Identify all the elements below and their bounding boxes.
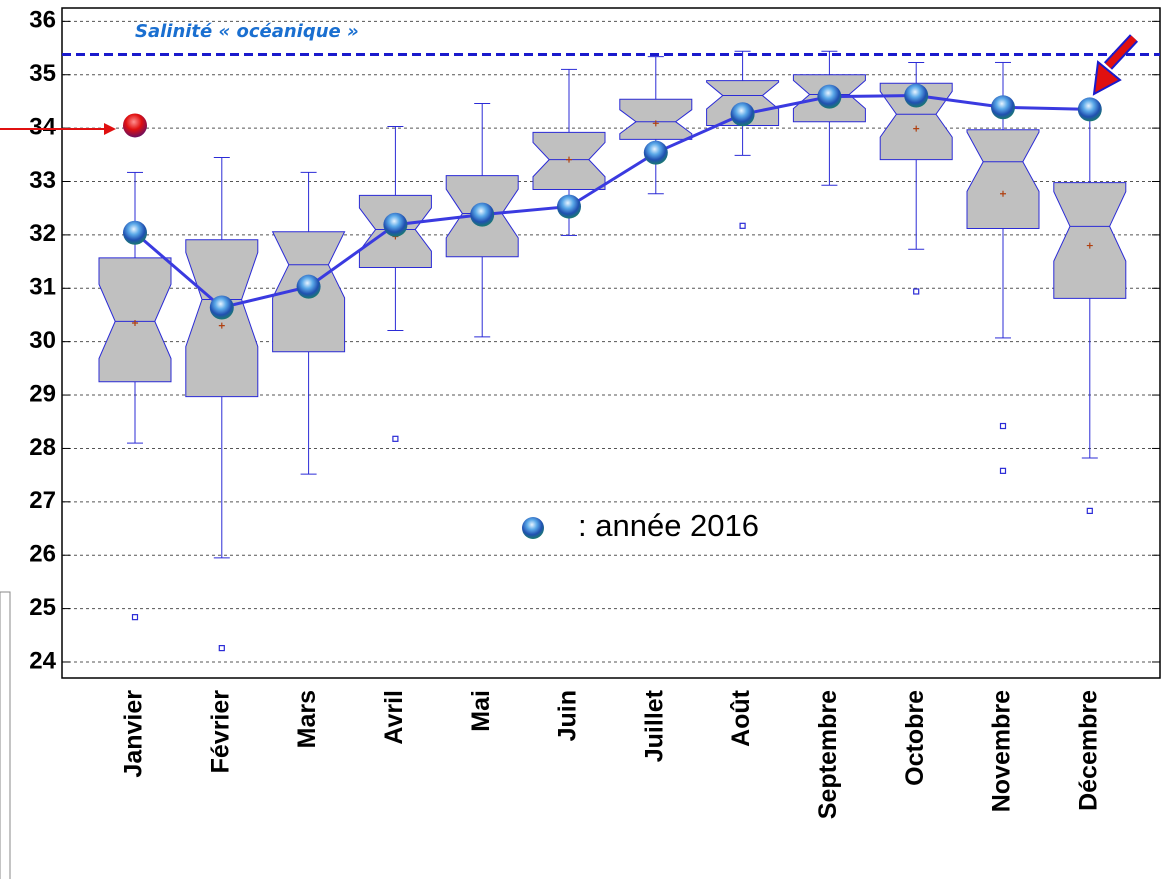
point-2016 bbox=[383, 212, 408, 237]
y-tick-label: 24 bbox=[29, 647, 56, 674]
outlier bbox=[131, 614, 139, 621]
y-tick-label: 30 bbox=[29, 327, 56, 354]
x-tick-label: Février bbox=[206, 690, 234, 774]
y-tick-label: 31 bbox=[29, 274, 56, 301]
outlier bbox=[218, 645, 225, 652]
y-tick-label: 34 bbox=[29, 113, 56, 140]
point-2016 bbox=[991, 95, 1015, 120]
point-2016 bbox=[643, 140, 668, 165]
x-tick-label: Juillet bbox=[640, 689, 668, 762]
x-tick-label: Septembre bbox=[814, 690, 842, 819]
legend-label: : année 2016 bbox=[578, 508, 759, 543]
mean-marker bbox=[1086, 242, 1093, 249]
point-2016 bbox=[123, 220, 147, 245]
y-tick-label: 33 bbox=[29, 167, 56, 194]
x-tick-label: Mars bbox=[293, 690, 321, 748]
x-tick-label: Juin bbox=[554, 690, 582, 741]
point-2016 bbox=[817, 84, 842, 109]
box bbox=[966, 129, 1040, 229]
box bbox=[98, 257, 172, 383]
outlier bbox=[999, 467, 1007, 474]
point-2016 bbox=[296, 274, 321, 299]
point-2016 bbox=[470, 202, 495, 227]
y-tick-label: 35 bbox=[29, 60, 56, 87]
mean-marker bbox=[1000, 190, 1006, 197]
y-tick-label: 27 bbox=[29, 487, 56, 514]
point-2016 bbox=[1077, 97, 1102, 122]
x-tick-label: Décembre bbox=[1074, 690, 1102, 811]
box bbox=[879, 82, 953, 161]
outlier bbox=[1086, 507, 1093, 515]
point-2016 bbox=[557, 194, 581, 219]
x-tick-label: Janvier bbox=[120, 690, 148, 778]
x-tick-label: Avril bbox=[380, 690, 408, 745]
y-tick-label: 25 bbox=[29, 594, 56, 621]
reference-label: Salinité « océanique » bbox=[135, 21, 359, 42]
box bbox=[1053, 182, 1127, 299]
mean-marker bbox=[218, 322, 225, 329]
legend-icon bbox=[522, 517, 544, 539]
mean-marker bbox=[913, 125, 920, 132]
arrow-head bbox=[1092, 60, 1122, 96]
x-tick-label: Octobre bbox=[901, 690, 929, 786]
outlier bbox=[392, 435, 399, 442]
frame-fragment bbox=[0, 591, 11, 879]
outlier bbox=[739, 222, 746, 229]
arrow bbox=[1105, 35, 1137, 69]
mean-marker bbox=[566, 156, 572, 163]
x-tick-label: Mai bbox=[467, 690, 495, 732]
outlier bbox=[999, 422, 1007, 430]
x-tick-label: Novembre bbox=[988, 690, 1016, 812]
mean-marker bbox=[652, 120, 659, 127]
arrow-head bbox=[104, 123, 116, 135]
y-tick-label: 32 bbox=[29, 220, 56, 247]
point-2016 bbox=[904, 83, 929, 108]
box bbox=[619, 98, 693, 140]
y-tick-label: 26 bbox=[29, 541, 56, 568]
outlier bbox=[913, 288, 920, 295]
y-tick-label: 28 bbox=[29, 434, 56, 461]
plot-frame bbox=[61, 7, 1161, 679]
highlight-point bbox=[123, 113, 147, 138]
point-2016 bbox=[730, 102, 755, 127]
y-tick-label: 36 bbox=[29, 7, 56, 34]
y-tick-label: 29 bbox=[29, 380, 56, 407]
x-tick-label: Août bbox=[727, 689, 755, 747]
point-2016 bbox=[209, 295, 234, 320]
mean-marker bbox=[132, 319, 138, 326]
line-2016 bbox=[134, 94, 1090, 310]
